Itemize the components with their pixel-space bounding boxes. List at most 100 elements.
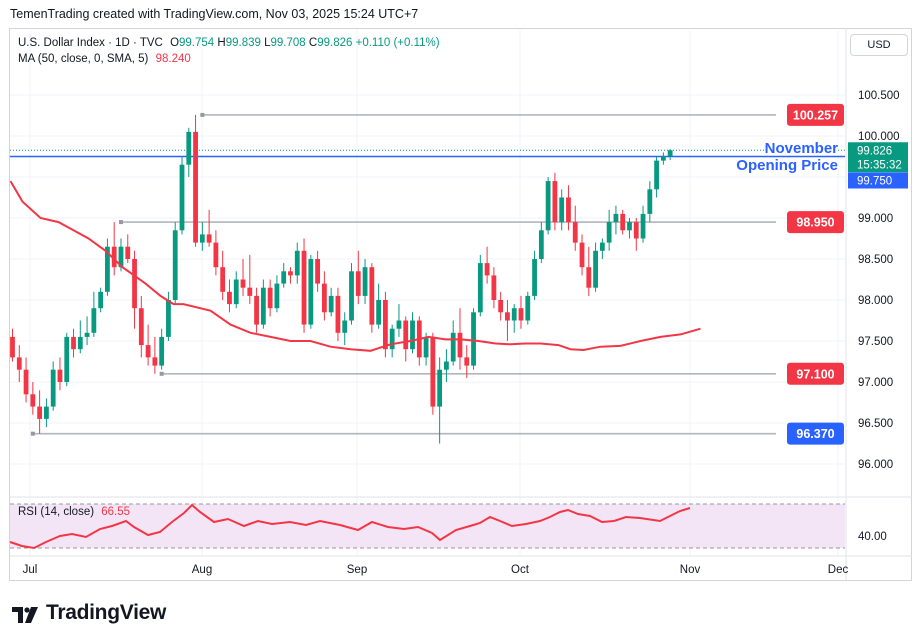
opening-price-text: 99.750 [857,176,892,188]
candle [566,185,571,231]
candle-body [491,275,497,300]
candle [416,316,422,366]
candle-body [437,369,443,407]
candle [511,304,517,333]
rsi-line [9,503,691,550]
candle [220,250,226,300]
candle [654,156,659,198]
tradingview-logo[interactable]: TradingView [12,601,166,625]
rsi-value: 66.55 [101,506,131,518]
candle-body [383,300,388,350]
candle-body [132,259,137,309]
candle [91,291,97,337]
candle [138,295,144,358]
candle [57,357,63,391]
candle [159,328,165,370]
candle-body [457,332,463,358]
time-axis: Jul Aug Sep Oct Nov Dec [23,564,849,576]
level-price-tag-text: 100.257 [793,108,838,122]
rsi-tick-label: 40.00 [858,531,887,543]
currency-button[interactable]: USD [850,34,908,56]
candle [396,304,402,337]
candle [247,254,253,305]
candle [559,189,565,231]
candle-body [23,369,29,395]
candle-body [166,300,171,337]
candle [450,320,456,366]
candle-body [654,160,659,190]
candle [477,254,483,317]
candle [518,295,524,329]
candle [620,209,626,235]
candle-body [30,394,36,407]
candle [410,312,415,354]
candle-body [477,263,483,313]
candle [172,222,178,305]
level-anchor [30,431,35,436]
annotation-line2: Opening Price [736,157,838,174]
candle-body [599,242,605,251]
candle [186,127,192,177]
candle-body [145,345,151,358]
price-tick-label: 100.000 [858,131,900,143]
candle-body [37,406,43,419]
level-price-tag: 98.950 [787,211,844,234]
candle-body [355,271,361,296]
candle-body [172,230,178,300]
candle-body [511,308,517,321]
candle [10,328,15,362]
candle-body [64,336,70,382]
candle [98,287,104,313]
candle-body [71,336,76,350]
candle [627,218,632,239]
rsi-pane [9,503,845,550]
candle-body [281,271,287,284]
time-tick-label: Aug [192,564,212,576]
candle [260,279,266,329]
candle-body [660,156,666,161]
grid-lines [10,28,912,580]
symbol-legend[interactable]: U.S. Dollar Index · 1D · TVC O99.754 H99… [18,35,440,67]
candle-body [77,336,83,350]
candle-body [606,222,612,243]
candle [383,291,388,358]
candle-body [335,295,341,333]
candle [498,291,504,321]
last-price-bg [848,142,908,173]
candle-body [159,336,165,366]
candle [538,222,544,264]
candle-body [362,267,368,296]
candle-body [267,287,273,309]
level-price-tag: 97.100 [787,362,844,385]
candle [437,357,443,444]
rsi-legend[interactable]: RSI (14, close) 66.55 [18,506,130,518]
candle [50,361,56,411]
candle-body [57,369,63,382]
symbol-title: U.S. Dollar Index · 1D · TVC [18,37,163,49]
candle [335,287,341,341]
level-price-tag: 100.257 [787,103,844,126]
candle-body [376,300,382,325]
price-labels: 100.25798.95097.10096.37099.82615:35:329… [787,103,908,445]
rsi-band [10,504,845,548]
candle [281,263,287,288]
candle-body [84,332,90,337]
candle [44,398,49,428]
candle-body [206,234,212,243]
candle-body [613,213,619,223]
candle [16,345,22,382]
candle [227,279,232,313]
candle-body [464,357,470,366]
candle [355,250,361,305]
level-price-tag-text: 98.950 [796,216,834,230]
candle [240,259,246,296]
candle [274,275,280,313]
candle-body [349,271,354,321]
candle-body [498,300,504,313]
candle-body [342,320,348,333]
candle-body [559,197,565,223]
candle [233,271,239,309]
candle-body [525,295,531,321]
candle [579,234,585,276]
